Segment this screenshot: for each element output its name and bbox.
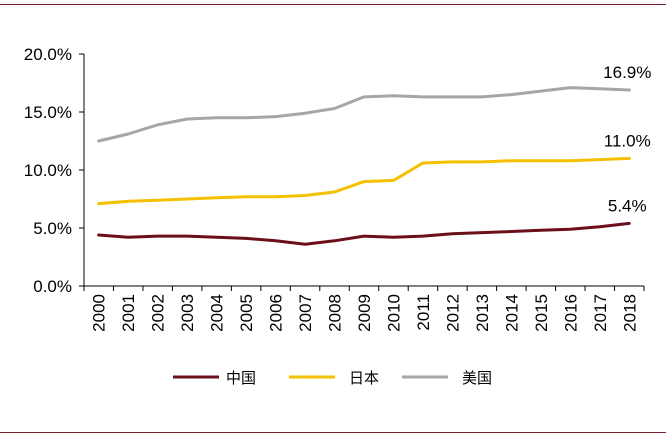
x-tick-label: 2001 (119, 294, 138, 332)
x-tick-label: 2016 (561, 294, 580, 332)
x-tick-label: 2014 (502, 294, 521, 332)
top-rule (0, 4, 666, 5)
x-tick-label: 2009 (355, 294, 374, 332)
bottom-rule (0, 432, 666, 433)
legend-label: 日本 (349, 369, 379, 387)
x-tick-label: 2015 (532, 294, 551, 332)
y-tick-label: 20.0% (24, 45, 72, 64)
x-tick-label: 2007 (296, 294, 315, 332)
legend-label: 中国 (226, 369, 256, 387)
end-value-label: 11.0% (604, 131, 651, 150)
legend-label: 美国 (462, 369, 492, 387)
x-tick-label: 2011 (414, 294, 433, 331)
x-tick-label: 2005 (237, 294, 256, 332)
x-tick-label: 2002 (149, 294, 168, 332)
x-tick-label: 2013 (473, 294, 492, 332)
end-value-label: 16.9% (603, 63, 651, 82)
x-tick-labels: 2000 2001 2002 2003 2004 2005 2006 2007 2008 2009… (90, 294, 640, 332)
x-tick-label: 2010 (384, 294, 403, 332)
x-tick-label: 2006 (267, 294, 286, 332)
y-tick-label: 5.0% (33, 219, 72, 238)
series-line-3 (97, 86, 631, 143)
legend: 中国 日本 美国 (173, 369, 492, 387)
axes (79, 53, 645, 291)
y-tick-label: 10.0% (24, 161, 72, 180)
x-tick-label: 2008 (326, 294, 345, 332)
x-tick-label: 2012 (443, 294, 462, 332)
y-tick-label: 15.0% (24, 103, 72, 122)
end-value-label: 5.4% (608, 196, 647, 215)
series-lines (97, 86, 631, 246)
series-line-2 (97, 156, 631, 206)
x-tick-label: 2004 (208, 294, 227, 332)
y-tick-labels: 0.0% 5.0% 10.0% 15.0% 20.0% (24, 45, 72, 296)
end-labels: 5.4% 11.0% 16.9% (603, 63, 651, 215)
x-tick-label: 2000 (90, 294, 109, 332)
x-tick-label: 2018 (620, 294, 639, 332)
y-tick-label: 0.0% (33, 277, 72, 296)
x-tick-label: 2003 (178, 294, 197, 332)
x-tick-label: 2017 (591, 294, 610, 332)
series-line-1 (97, 221, 631, 246)
